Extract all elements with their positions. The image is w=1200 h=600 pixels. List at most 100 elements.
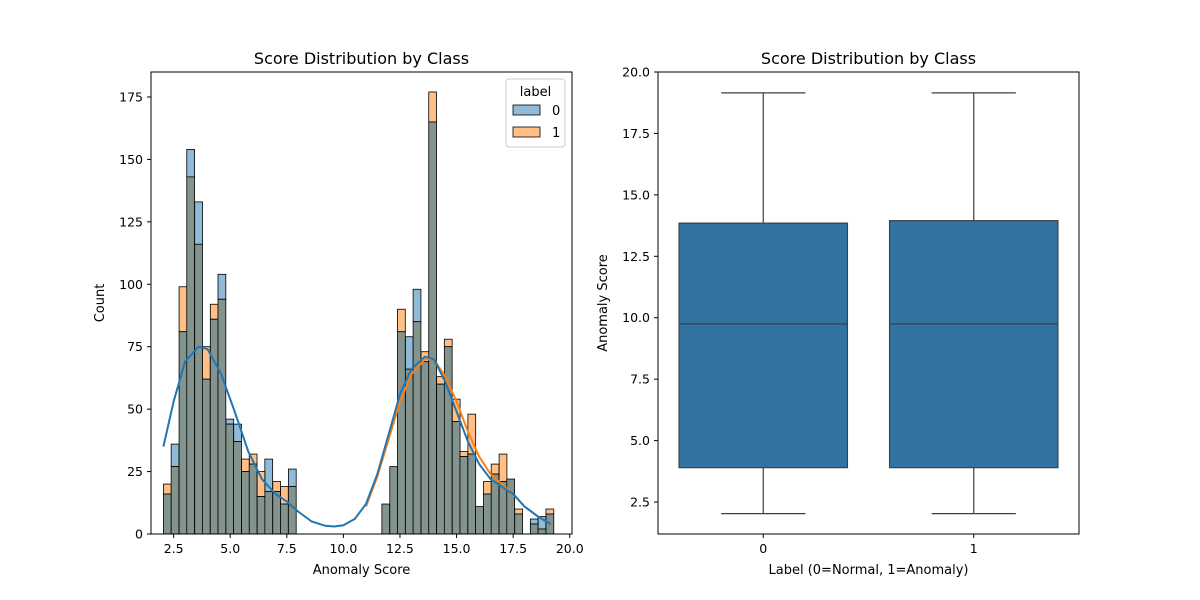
histogram-axes-frame: [150, 71, 573, 535]
histogram-bar-overlap: [451, 421, 461, 535]
y-tick-label: 20.0: [622, 65, 650, 80]
legend-title: label: [520, 85, 551, 100]
y-tick-label: 17.5: [622, 126, 650, 141]
histogram-bar-excess: [397, 308, 406, 333]
histogram-bar-excess: [225, 418, 235, 425]
histogram-bar-excess: [443, 338, 453, 348]
box-1: [888, 220, 1059, 469]
histogram-bar-excess: [428, 91, 437, 123]
histogram-bar-overlap: [241, 471, 250, 535]
x-tick-label: 5.0: [220, 541, 240, 556]
histogram-bar-excess: [287, 468, 297, 487]
histogram-bar-overlap: [264, 491, 274, 535]
histogram-bar-overlap: [436, 383, 445, 535]
x-tick-label: 1: [970, 541, 978, 556]
histogram-bar-overlap: [256, 496, 266, 535]
histogram-bar-overlap: [248, 463, 258, 535]
histogram-bar-overlap: [225, 423, 235, 535]
histogram-y-label: Count: [93, 284, 108, 323]
histogram-bar-excess: [405, 336, 414, 370]
y-tick-label: 12.5: [622, 249, 650, 264]
histogram-x-label: Anomaly Score: [313, 563, 411, 578]
histogram-bar-overlap: [397, 331, 406, 535]
y-tick-label: 7.5: [630, 372, 650, 387]
histogram-bar-excess: [459, 451, 469, 457]
histogram-bar-overlap: [405, 368, 414, 535]
histogram-bar-excess: [529, 518, 539, 525]
x-tick-label: 7.5: [277, 541, 297, 556]
y-tick-label: 25: [127, 464, 143, 479]
histogram-bar-overlap: [428, 121, 437, 535]
histogram-bar-overlap: [459, 456, 469, 535]
histogram-bar-overlap: [233, 441, 242, 535]
histogram-bar-excess: [545, 508, 555, 515]
y-tick-label: 75: [127, 339, 143, 354]
histogram-bar-excess: [483, 481, 492, 495]
y-tick-label: 10.0: [622, 310, 650, 325]
histogram-bar-excess: [412, 288, 422, 323]
histogram-bar-excess: [178, 286, 188, 333]
histogram-bar-overlap: [194, 243, 203, 535]
histogram-bar-overlap: [272, 491, 281, 535]
histogram-bar-excess: [241, 458, 250, 472]
histogram-bar-overlap: [514, 513, 523, 535]
histogram-panel: Score Distribution by Class 2.5 5.0 7.5 10.…: [93, 49, 584, 578]
boxplot-boxes: [678, 92, 1059, 515]
histogram-bar-overlap: [529, 523, 539, 535]
histogram-bar-overlap: [483, 493, 492, 535]
histogram-bar-excess: [217, 273, 227, 300]
histogram-bar-overlap: [209, 318, 219, 535]
histogram-bar-excess: [514, 508, 523, 515]
histogram-bar-overlap: [201, 378, 211, 535]
boxplot-axes-frame: [657, 71, 1080, 535]
y-tick-label: 15.0: [622, 187, 650, 202]
box-0: [678, 222, 849, 469]
histogram-x-ticks: 2.5 5.0 7.5 10.0 12.5 15.0 17.5 20.0: [164, 534, 584, 556]
histogram-title: Score Distribution by Class: [254, 49, 469, 68]
histogram-bar-overlap: [163, 493, 172, 535]
histogram-bar-excess: [170, 443, 180, 467]
boxplot-y-label: Anomaly Score: [596, 254, 611, 352]
y-tick-label: 100: [119, 277, 143, 292]
histogram-bar-overlap: [443, 346, 453, 535]
histogram-bar-excess: [490, 463, 500, 475]
x-tick-label: 0: [759, 541, 767, 556]
y-tick-label: 50: [127, 402, 143, 417]
histogram-y-ticks: 0 25 50 75 100 125 150 175: [119, 89, 151, 542]
histogram-bar-overlap: [506, 478, 516, 535]
histogram-bar-excess: [186, 149, 195, 178]
histogram-bar-overlap: [287, 486, 297, 535]
histogram-bar-excess: [194, 201, 203, 245]
histogram-bar-excess: [272, 481, 281, 492]
histogram-bar-overlap: [217, 298, 227, 535]
histogram-bar-overlap: [420, 361, 430, 535]
boxplot-title: Score Distribution by Class: [761, 49, 976, 68]
y-tick-label: 5.0: [630, 433, 650, 448]
y-tick-label: 150: [119, 152, 143, 167]
x-tick-label: 2.5: [164, 541, 184, 556]
histogram-bar-overlap: [475, 506, 484, 535]
kde-line-0: [162, 345, 552, 528]
histogram-bar-overlap: [280, 503, 289, 535]
x-tick-label: 20.0: [556, 541, 584, 556]
y-tick-label: 2.5: [630, 495, 650, 510]
histogram-bar-excess: [163, 483, 172, 495]
legend: label 0 1: [505, 78, 566, 148]
legend-swatch-1: [512, 126, 541, 138]
histogram-bar-overlap: [389, 466, 399, 535]
boxplot-x-label: Label (0=Normal, 1=Anomaly): [769, 563, 969, 578]
histogram-bar-overlap: [412, 321, 422, 535]
legend-swatch-0: [512, 104, 541, 116]
legend-label-1: 1: [552, 126, 560, 141]
y-tick-label: 0: [135, 527, 143, 542]
y-tick-label: 175: [119, 89, 143, 104]
histogram-bar-overlap: [170, 466, 180, 535]
legend-label-0: 0: [552, 104, 560, 119]
histogram-bar-overlap: [381, 503, 391, 535]
x-tick-label: 17.5: [499, 541, 527, 556]
histogram-bar-overlap: [537, 528, 547, 535]
histogram-bar-excess: [209, 303, 219, 320]
